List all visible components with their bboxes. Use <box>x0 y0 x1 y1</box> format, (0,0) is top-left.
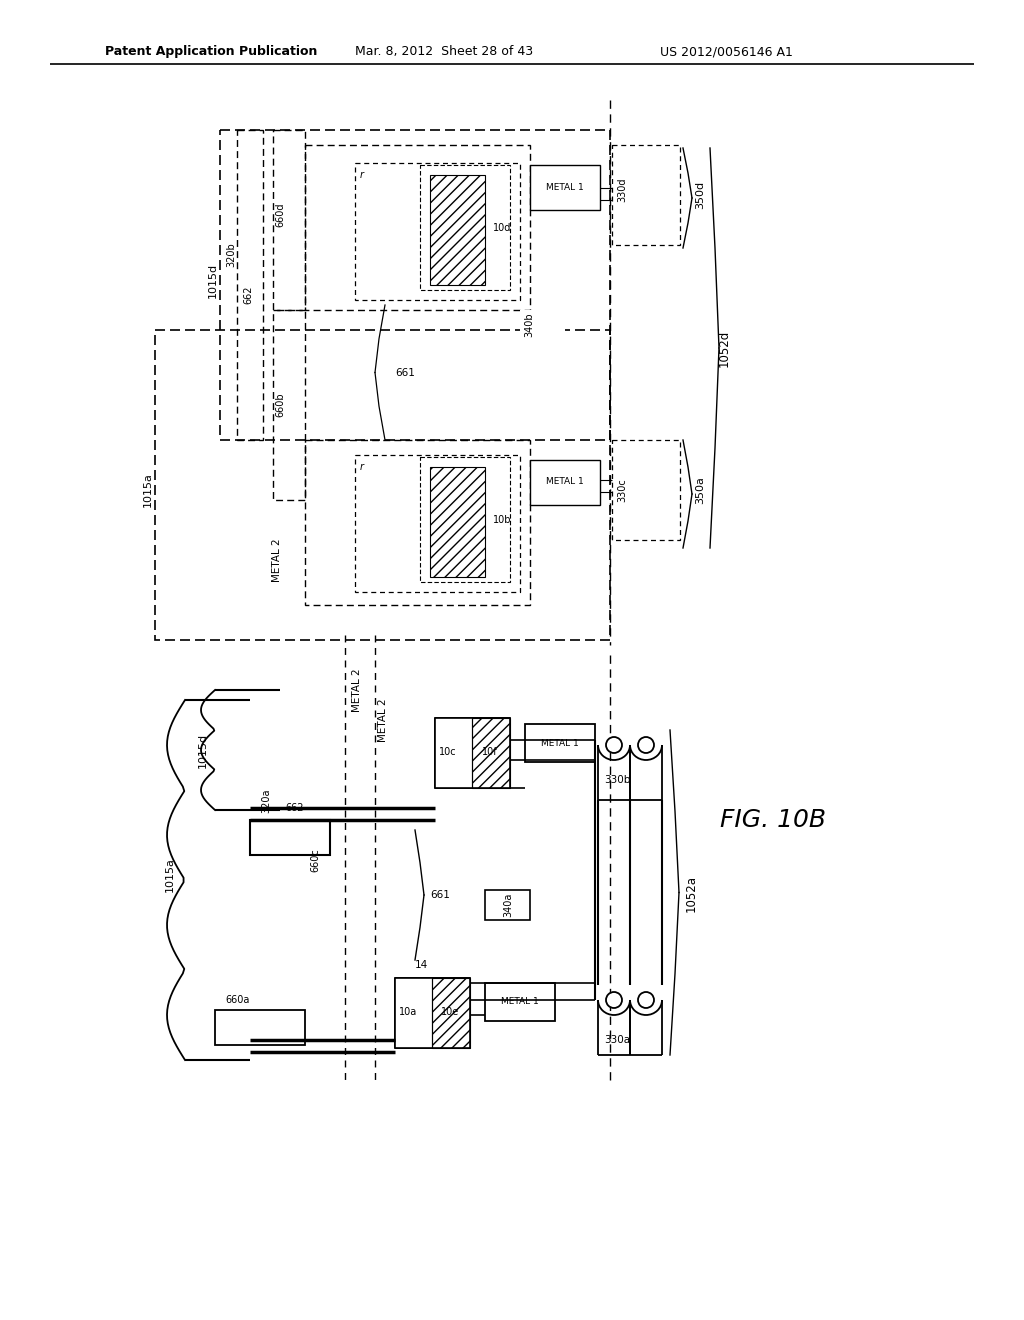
Text: r: r <box>360 170 364 180</box>
Text: 10a: 10a <box>399 1007 417 1016</box>
Bar <box>420 165 510 290</box>
Text: 10f: 10f <box>482 747 498 756</box>
Text: 1052d: 1052d <box>718 330 731 367</box>
Text: US 2012/0056146 A1: US 2012/0056146 A1 <box>660 45 793 58</box>
Bar <box>435 718 510 788</box>
Text: 340b: 340b <box>524 313 534 338</box>
Text: 662: 662 <box>286 803 304 813</box>
Text: r: r <box>360 462 364 473</box>
Text: 660b: 660b <box>275 392 285 417</box>
Bar <box>530 459 600 506</box>
Text: 10d: 10d <box>493 223 511 234</box>
Circle shape <box>638 993 654 1008</box>
Text: 660a: 660a <box>225 995 250 1005</box>
Text: METAL 2: METAL 2 <box>272 539 282 582</box>
Bar <box>525 723 595 762</box>
Bar <box>430 467 485 577</box>
Text: Patent Application Publication: Patent Application Publication <box>105 45 317 58</box>
Text: 330a: 330a <box>604 1035 630 1045</box>
Bar <box>530 165 600 210</box>
Text: 1052a: 1052a <box>685 874 698 912</box>
Text: 10e: 10e <box>441 1007 459 1016</box>
Text: METAL 2: METAL 2 <box>352 668 362 711</box>
Text: METAL 1: METAL 1 <box>546 182 584 191</box>
Text: 10c: 10c <box>439 747 457 756</box>
Text: 350a: 350a <box>695 477 705 504</box>
Bar <box>237 129 263 440</box>
Circle shape <box>606 993 622 1008</box>
Text: 320b: 320b <box>226 243 236 268</box>
Bar <box>430 176 485 285</box>
Circle shape <box>606 737 622 752</box>
Text: ~: ~ <box>225 1053 236 1067</box>
Text: 660d: 660d <box>275 203 285 227</box>
Text: 330c: 330c <box>617 478 627 502</box>
Bar <box>472 718 510 788</box>
Text: 330d: 330d <box>617 178 627 202</box>
Bar <box>612 440 680 540</box>
Bar <box>305 145 530 310</box>
Bar <box>355 455 520 591</box>
Bar <box>395 978 432 1048</box>
Bar <box>155 330 610 640</box>
Bar <box>273 310 305 500</box>
Text: 660c: 660c <box>310 849 319 873</box>
Bar <box>250 820 330 855</box>
Text: FIG. 10B: FIG. 10B <box>720 808 826 832</box>
Text: 662: 662 <box>243 285 253 304</box>
Text: 661: 661 <box>395 367 415 378</box>
Bar <box>520 310 565 341</box>
Text: 14: 14 <box>415 960 428 970</box>
Bar <box>220 129 610 440</box>
Text: METAL 2: METAL 2 <box>378 698 388 742</box>
Text: Mar. 8, 2012  Sheet 28 of 43: Mar. 8, 2012 Sheet 28 of 43 <box>355 45 534 58</box>
Bar <box>420 457 510 582</box>
Bar <box>485 890 530 920</box>
Text: 1015a: 1015a <box>165 858 175 892</box>
Text: 661: 661 <box>430 890 450 900</box>
Bar <box>435 718 472 788</box>
Circle shape <box>638 737 654 752</box>
Text: 1015d: 1015d <box>198 733 208 767</box>
Text: 330b: 330b <box>604 775 631 785</box>
Text: 340a: 340a <box>503 892 513 917</box>
Bar <box>355 162 520 300</box>
Text: 320a: 320a <box>261 788 271 813</box>
Bar <box>215 1010 305 1045</box>
Bar <box>305 440 530 605</box>
Bar <box>612 145 680 246</box>
Bar <box>395 978 470 1048</box>
Text: 1015d: 1015d <box>208 263 218 297</box>
Text: METAL 1: METAL 1 <box>501 998 539 1006</box>
Text: 10b: 10b <box>493 515 512 525</box>
Text: 1015a: 1015a <box>143 473 153 507</box>
Text: METAL 1: METAL 1 <box>546 478 584 487</box>
Text: 350d: 350d <box>695 181 705 209</box>
Bar <box>485 983 555 1020</box>
Bar <box>432 978 470 1048</box>
Bar <box>273 129 305 310</box>
Text: METAL 1: METAL 1 <box>541 738 579 747</box>
